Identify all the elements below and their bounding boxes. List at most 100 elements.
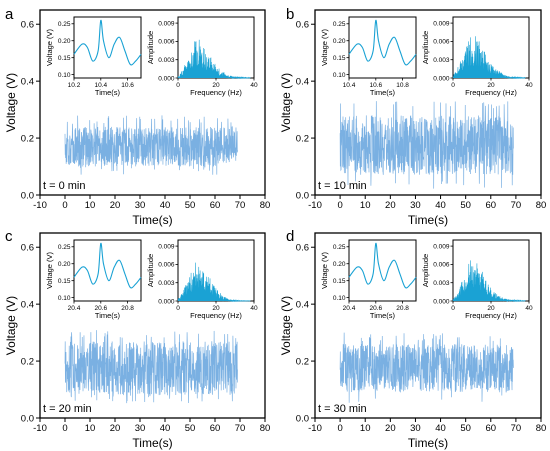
x-tick-label: 20 — [385, 423, 396, 434]
inset-x-tick-label: 40 — [525, 82, 533, 89]
time-annotation: t = 10 min — [318, 180, 367, 192]
x-tick-label: 30 — [410, 423, 421, 434]
inset-spectrum: 0 20 40 0.000 0.003 0.006 0.009 Frequency (Hz) A… — [146, 239, 258, 320]
x-tick-label: 60 — [210, 423, 221, 434]
inset-x-tick-label: 20.6 — [94, 305, 107, 312]
inset-y-tick-label: 0.15 — [58, 55, 71, 62]
inset-waveform: 20.4 20.6 20.8 0.10 0.15 0.20 0.25 Time(s) Volta… — [320, 239, 417, 320]
inset-y-tick-label: 0.000 — [158, 298, 175, 305]
panel-letter: b — [286, 6, 294, 23]
inset-y-tick-label: 0.009 — [433, 20, 450, 27]
inset-x-axis-label: Time(s) — [95, 311, 121, 320]
x-tick-label: 50 — [185, 200, 196, 211]
x-tick-label: 60 — [485, 200, 496, 211]
inset-x-tick-label: 40 — [250, 305, 258, 312]
inset-x-tick-label: 0 — [451, 82, 455, 89]
inset-y-tick-label: 0.25 — [333, 244, 346, 251]
inset-waveform-line — [73, 242, 142, 289]
inset-y-axis-label: Amplitude — [146, 31, 155, 64]
x-tick-label: 40 — [160, 423, 171, 434]
y-axis-label: Voltage (V) — [4, 73, 18, 132]
signal-trace — [339, 332, 514, 403]
signal-trace — [64, 115, 238, 175]
inset-waveform: 20.4 20.6 20.8 0.10 0.15 0.20 0.25 Time(s) Volta… — [45, 239, 142, 320]
y-tick-label: 0.6 — [21, 20, 34, 31]
inset-x-tick-label: 20.4 — [343, 305, 356, 312]
y-tick-label: 0.2 — [21, 357, 34, 368]
x-axis-label: Time(s) — [408, 213, 448, 227]
y-tick-label: 0.6 — [296, 20, 309, 31]
inset-x-tick-label: 0 — [451, 305, 455, 312]
x-tick-label: 80 — [260, 423, 271, 434]
inset-x-tick-label: 0 — [176, 82, 180, 89]
x-tick-label: 0 — [62, 423, 67, 434]
inset-x-axis-label: Time(s) — [370, 311, 396, 320]
x-tick-label: 10 — [360, 200, 371, 211]
x-tick-label: 20 — [110, 423, 121, 434]
y-axis-label: Voltage (V) — [279, 296, 293, 355]
inset-y-tick-label: 0.20 — [333, 38, 346, 45]
inset-x-tick-label: 10.6 — [369, 82, 382, 89]
inset-y-axis-label: Amplitude — [421, 31, 430, 64]
panel-letter: c — [5, 228, 13, 245]
inset-y-tick-label: 0.10 — [58, 72, 71, 79]
y-tick-label: 0.0 — [21, 414, 34, 425]
y-tick-label: 0.0 — [21, 191, 34, 202]
signal-trace — [339, 101, 514, 189]
inset-x-tick-label: 0 — [176, 305, 180, 312]
plot-frame — [39, 9, 266, 196]
inset-waveform-line — [348, 242, 417, 289]
inset-y-tick-label: 0.003 — [158, 280, 175, 287]
inset-spectrum-trace — [177, 262, 251, 303]
inset-x-tick-label: 10.2 — [68, 82, 81, 89]
y-tick-label: 0.0 — [296, 191, 309, 202]
x-axis-label: Time(s) — [132, 436, 172, 450]
x-tick-label: 30 — [135, 200, 146, 211]
y-tick-label: 0.4 — [296, 77, 309, 88]
x-tick-label: 70 — [235, 423, 246, 434]
inset-y-axis-label: Amplitude — [421, 254, 430, 287]
panel-letter: d — [286, 228, 294, 245]
inset-y-tick-label: 0.20 — [333, 261, 346, 268]
panel-c: c -10 0 10 20 30 40 50 60 70 80 0.0 0.2 0.4 0.6 Time(s)… — [4, 228, 270, 450]
inset-x-tick-label: 10.4 — [343, 82, 356, 89]
y-tick-label: 0.4 — [21, 77, 34, 88]
x-tick-label: 80 — [536, 200, 547, 211]
x-tick-label: 20 — [385, 200, 396, 211]
x-tick-label: 0 — [337, 423, 342, 434]
inset-waveform: 10.4 10.6 10.8 0.10 0.15 0.20 0.25 Time(s) Volta… — [320, 16, 417, 97]
x-tick-label: 20 — [110, 200, 121, 211]
x-tick-label: -10 — [33, 200, 47, 211]
inset-x-axis-label: Time(s) — [95, 88, 121, 97]
inset-y-tick-label: 0.25 — [58, 244, 71, 251]
inset-x-axis-label: Frequency (Hz) — [190, 88, 242, 97]
x-tick-label: 0 — [337, 200, 342, 211]
inset-frame — [73, 239, 142, 302]
y-axis-label: Voltage (V) — [4, 296, 18, 355]
x-tick-label: 40 — [435, 200, 446, 211]
inset-y-tick-label: 0.003 — [433, 280, 450, 287]
inset-y-tick-label: 0.009 — [158, 20, 175, 27]
x-tick-label: 80 — [536, 423, 547, 434]
inset-y-tick-label: 0.20 — [58, 38, 71, 45]
x-tick-label: 0 — [62, 200, 67, 211]
y-tick-label: 0.6 — [296, 243, 309, 254]
y-tick-label: 0.4 — [296, 300, 309, 311]
time-annotation: t = 20 min — [43, 403, 92, 415]
x-axis-label: Time(s) — [132, 213, 172, 227]
inset-y-tick-label: 0.15 — [333, 278, 346, 285]
panel-a: a -10 0 10 20 30 40 50 60 70 80 0.0 0.2 0.4 0.6 Time(s)… — [4, 6, 270, 227]
inset-x-tick-label: 20 — [487, 305, 495, 312]
inset-spectrum: 0 20 40 0.000 0.003 0.006 0.009 Frequency (Hz) A… — [421, 239, 533, 320]
x-tick-label: 40 — [160, 200, 171, 211]
inset-x-tick-label: 40 — [525, 305, 533, 312]
inset-x-axis-label: Frequency (Hz) — [190, 311, 242, 320]
y-axis-label: Voltage (V) — [279, 73, 293, 132]
inset-y-axis-label: Voltage (V) — [45, 28, 54, 66]
x-axis-label: Time(s) — [408, 436, 448, 450]
inset-spectrum-trace — [452, 36, 526, 80]
inset-y-tick-label: 0.10 — [333, 72, 346, 79]
inset-y-axis-label: Voltage (V) — [320, 251, 329, 289]
inset-y-tick-label: 0.006 — [158, 39, 175, 46]
